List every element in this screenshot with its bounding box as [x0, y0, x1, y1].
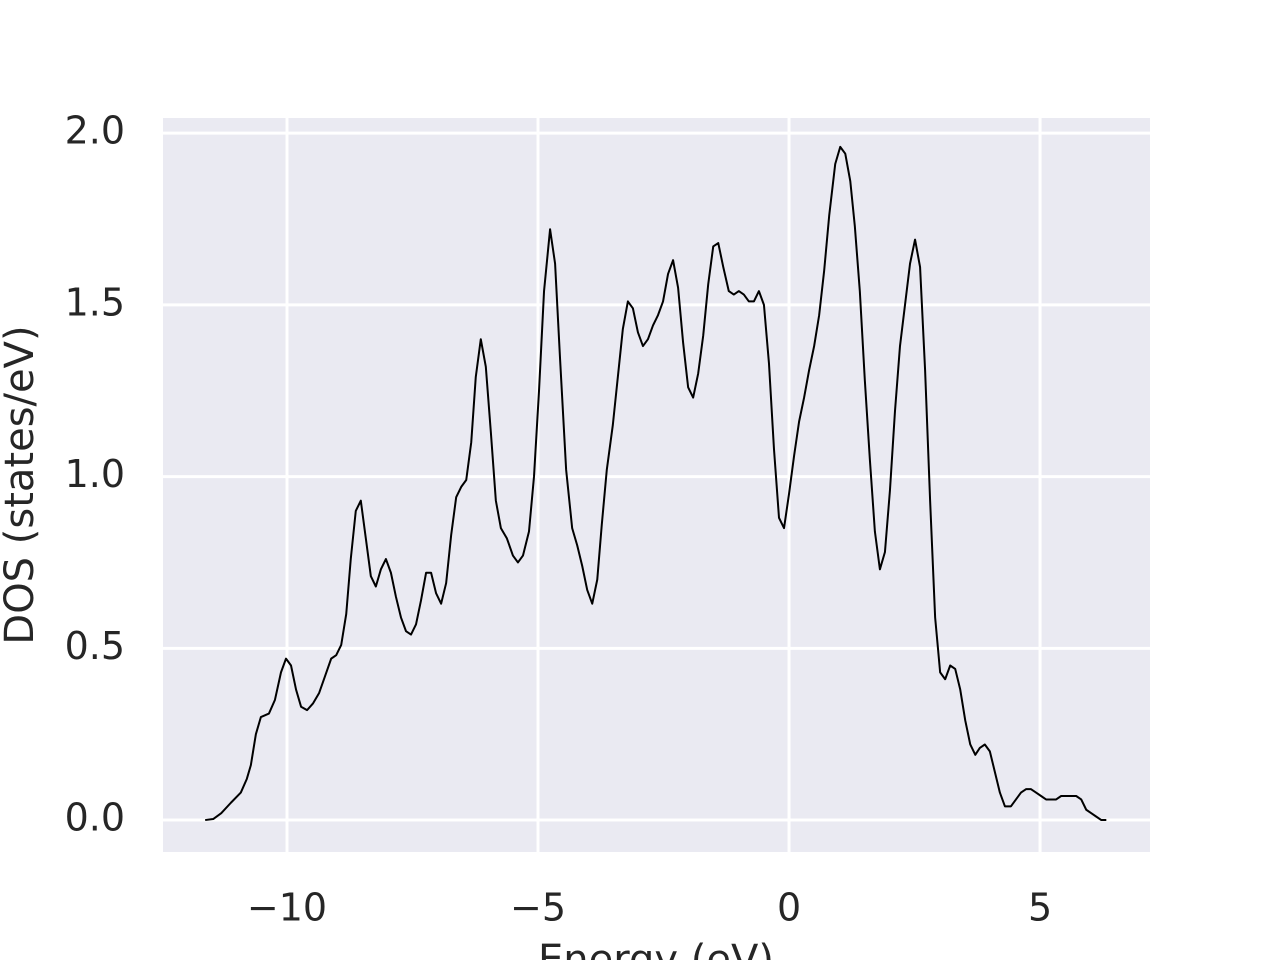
y-tick-label: 1.5 [65, 280, 125, 324]
plot-area [163, 118, 1150, 852]
y-tick-label: 2.0 [65, 109, 125, 153]
dos-line [205, 145, 1107, 822]
x-tick-label: −5 [510, 886, 566, 930]
x-axis-label: Energy (eV) [538, 937, 774, 960]
x-tick-label: 0 [777, 886, 801, 930]
x-tick-label: −10 [247, 886, 327, 930]
y-axis-label: DOS (states/eV) [0, 325, 43, 644]
x-tick-label: 5 [1028, 886, 1052, 930]
y-tick-label: 1.0 [65, 452, 125, 496]
y-tick-label: 0.5 [65, 624, 125, 668]
y-tick-label: 0.0 [65, 796, 125, 840]
